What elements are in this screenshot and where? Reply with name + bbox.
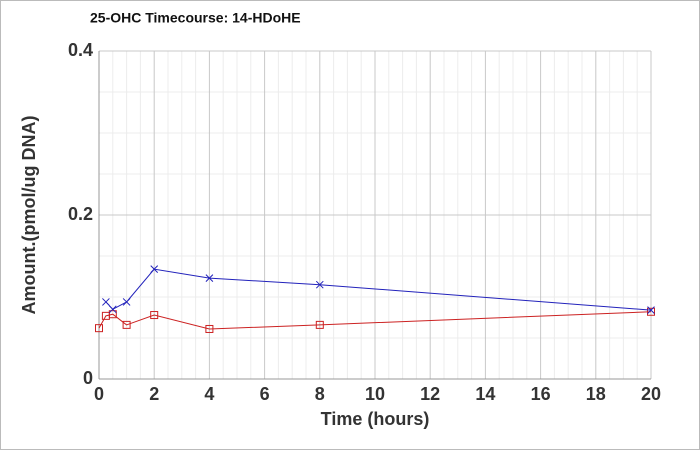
x-tick-label: 20 — [641, 384, 661, 404]
x-tick-label: 10 — [365, 384, 385, 404]
x-tick-label: 6 — [260, 384, 270, 404]
y-tick-label: 0 — [83, 368, 93, 388]
point — [315, 280, 324, 289]
y-tick-label: 0.2 — [68, 204, 93, 224]
x-tick-label: 4 — [204, 384, 214, 404]
x-tick-label: 18 — [586, 384, 606, 404]
point — [315, 320, 324, 329]
x-tick-label: 14 — [475, 384, 495, 404]
point — [108, 310, 117, 319]
point — [150, 265, 159, 273]
series-line — [98, 311, 652, 330]
x-tick-label: 12 — [420, 384, 440, 404]
x-tick-label: 0 — [94, 384, 104, 404]
point — [122, 320, 131, 329]
point — [205, 274, 214, 282]
point — [122, 298, 131, 306]
x-tick-label: 16 — [531, 384, 551, 404]
point — [205, 324, 214, 333]
chart-title: 25-OHC Timecourse: 14-HDoHE — [90, 10, 301, 26]
point — [647, 306, 655, 314]
point — [95, 324, 103, 333]
x-tick-label: 8 — [315, 384, 325, 404]
point — [150, 311, 159, 320]
x-tick-label: 2 — [149, 384, 159, 404]
y-axis-label: Amount.(pmol/ug DNA) — [19, 116, 39, 315]
x-axis-label: Time (hours) — [321, 409, 430, 429]
point — [102, 298, 110, 306]
point — [647, 307, 655, 316]
point — [108, 305, 117, 314]
y-tick-label: 0.4 — [68, 40, 93, 60]
